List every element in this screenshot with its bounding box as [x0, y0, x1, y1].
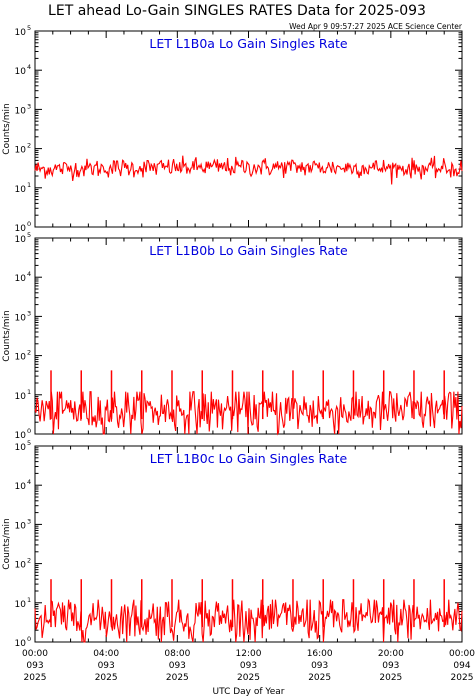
- x-tick-doy: 093: [169, 661, 186, 671]
- x-tick-year: 2025: [308, 673, 331, 683]
- y-tick-label: 10: [15, 639, 27, 649]
- x-tick-time: 00:00: [449, 649, 475, 659]
- y-tick-exponent: 4: [27, 63, 31, 71]
- x-tick-doy: 094: [453, 661, 470, 671]
- timestamp: Wed Apr 9 09:57:27 2025 ACE Science Cent…: [289, 22, 463, 31]
- x-tick-doy: 093: [98, 661, 115, 671]
- y-tick-exponent: 4: [27, 270, 31, 278]
- y-tick-label: 10: [15, 600, 27, 610]
- x-tick-year: 2025: [451, 673, 474, 683]
- figure-title: LET ahead Lo-Gain SINGLES RATES Data for…: [48, 3, 426, 19]
- y-tick-label: 10: [15, 431, 27, 441]
- series-line: [34, 155, 463, 185]
- y-tick-label: 10: [15, 561, 27, 571]
- y-tick-label: 10: [15, 235, 27, 245]
- y-tick-label: 10: [15, 392, 27, 402]
- series-line: [34, 390, 463, 436]
- y-tick-label: 10: [15, 146, 27, 156]
- y-tick-label: 10: [15, 28, 27, 38]
- x-tick-doy: 093: [240, 661, 257, 671]
- y-tick-exponent: 0: [27, 635, 31, 643]
- x-tick-time: 20:00: [378, 649, 404, 659]
- y-axis-label: Counts/min: [2, 518, 12, 569]
- y-tick-exponent: 0: [27, 427, 31, 435]
- y-tick-label: 10: [15, 106, 27, 116]
- x-tick-time: 16:00: [307, 649, 333, 659]
- x-tick-time: 04:00: [93, 649, 119, 659]
- panel-title: LET L1B0b Lo Gain Singles Rate: [149, 243, 348, 258]
- y-tick-exponent: 3: [27, 517, 31, 525]
- x-tick-doy: 093: [382, 661, 399, 671]
- plot-frame: [34, 30, 463, 228]
- y-tick-exponent: 0: [27, 220, 31, 228]
- y-tick-label: 10: [15, 224, 27, 234]
- y-tick-exponent: 1: [27, 596, 31, 604]
- y-tick-exponent: 2: [27, 349, 31, 357]
- y-tick-label: 10: [15, 313, 27, 323]
- x-tick-time: 08:00: [164, 649, 190, 659]
- y-tick-label: 10: [15, 443, 27, 453]
- panel-title: LET L1B0c Lo Gain Singles Rate: [150, 451, 348, 466]
- x-tick-year: 2025: [237, 673, 260, 683]
- y-tick-label: 10: [15, 185, 27, 195]
- y-tick-exponent: 5: [27, 439, 31, 447]
- x-tick-doy: 093: [311, 661, 328, 671]
- y-tick-exponent: 3: [27, 102, 31, 110]
- y-tick-exponent: 2: [27, 142, 31, 150]
- y-tick-exponent: 3: [27, 309, 31, 317]
- series-line: [34, 598, 463, 643]
- y-tick-label: 10: [15, 274, 27, 284]
- y-tick-label: 10: [15, 67, 27, 77]
- y-tick-exponent: 1: [27, 181, 31, 189]
- y-axis-label: Counts/min: [2, 103, 12, 154]
- panel-title: LET L1B0a Lo Gain Singles Rate: [149, 36, 348, 51]
- x-tick-year: 2025: [95, 673, 118, 683]
- x-tick-doy: 093: [26, 661, 43, 671]
- x-tick-year: 2025: [166, 673, 189, 683]
- y-tick-exponent: 4: [27, 478, 31, 486]
- y-axis-label: Counts/min: [2, 310, 12, 361]
- x-tick-time: 00:00: [22, 649, 48, 659]
- y-tick-exponent: 2: [27, 557, 31, 565]
- y-tick-exponent: 5: [27, 24, 31, 32]
- x-axis-label: UTC Day of Year: [213, 687, 285, 697]
- y-tick-label: 10: [15, 521, 27, 531]
- y-tick-exponent: 1: [27, 388, 31, 396]
- y-tick-exponent: 5: [27, 231, 31, 239]
- y-tick-label: 10: [15, 353, 27, 363]
- x-tick-year: 2025: [379, 673, 402, 683]
- y-tick-label: 10: [15, 482, 27, 492]
- x-tick-year: 2025: [24, 673, 47, 683]
- x-tick-time: 12:00: [236, 649, 262, 659]
